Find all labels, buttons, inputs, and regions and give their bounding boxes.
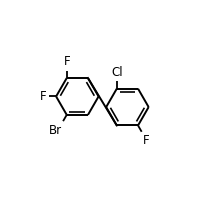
Text: F: F bbox=[143, 134, 150, 147]
Text: F: F bbox=[64, 55, 70, 68]
Text: Cl: Cl bbox=[111, 66, 123, 79]
Text: Br: Br bbox=[49, 124, 62, 137]
Text: F: F bbox=[39, 90, 46, 103]
